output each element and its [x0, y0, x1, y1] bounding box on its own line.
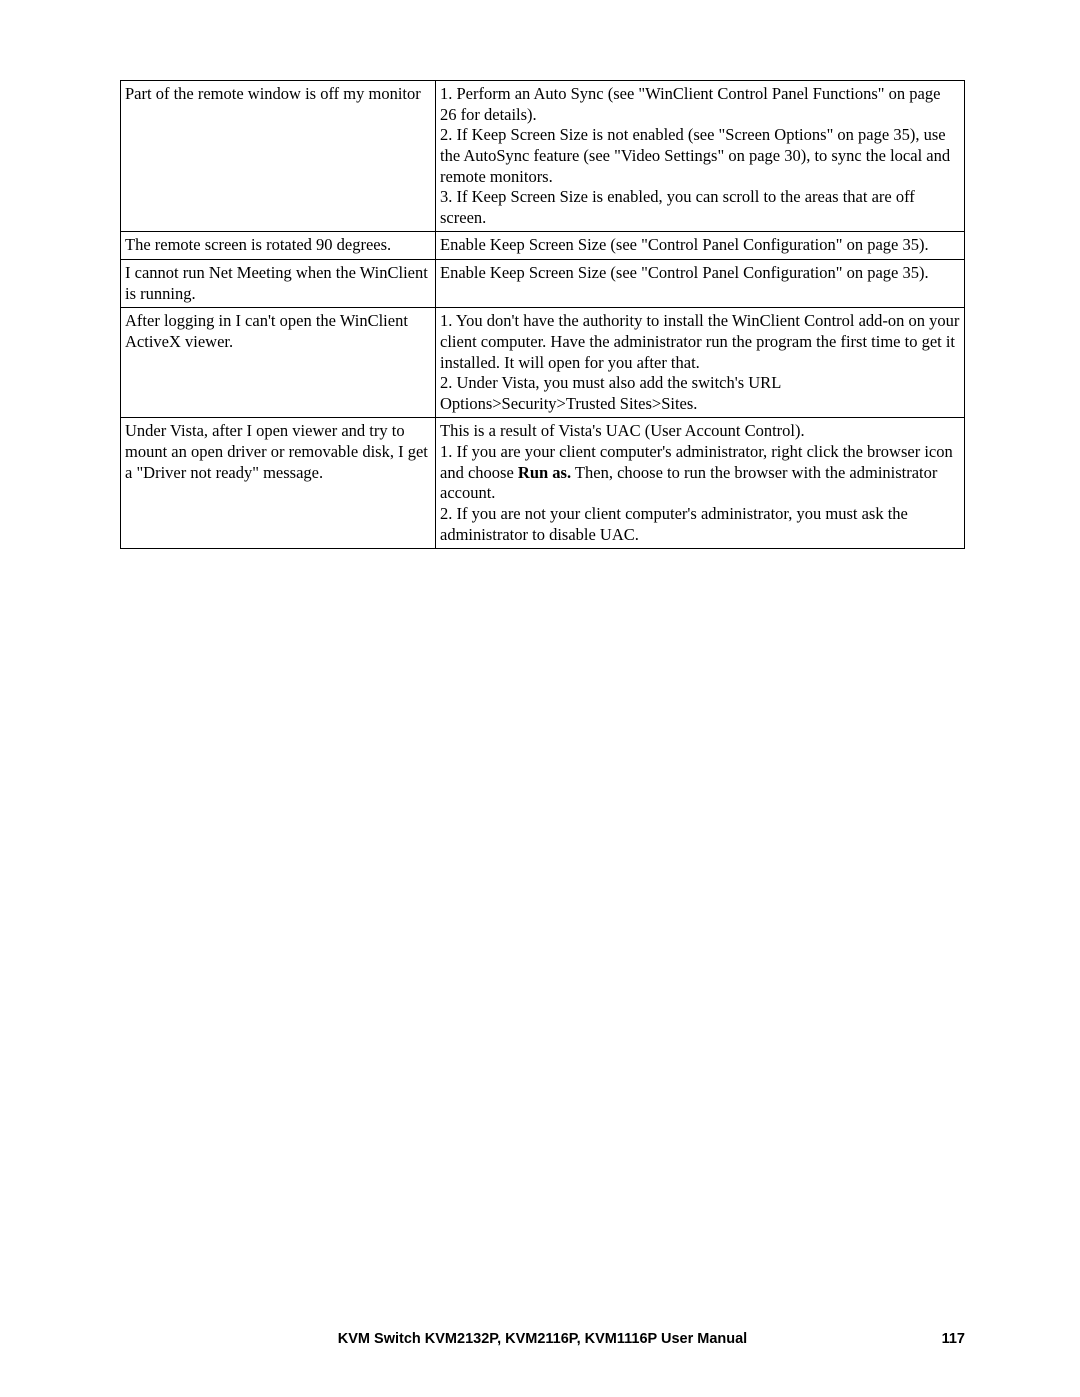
- solution-line: Enable Keep Screen Size (see "Control Pa…: [440, 235, 960, 256]
- solution-line: This is a result of Vista's UAC (User Ac…: [440, 421, 960, 442]
- solution-line: 1. You don't have the authority to insta…: [440, 311, 960, 373]
- solution-line: 1. If you are your client computer's adm…: [440, 442, 960, 504]
- table-row: The remote screen is rotated 90 degrees.…: [121, 232, 965, 260]
- solution-cell: This is a result of Vista's UAC (User Ac…: [436, 418, 965, 549]
- table-body: Part of the remote window is off my moni…: [121, 81, 965, 549]
- footer-title: KVM Switch KVM2132P, KVM2116P, KVM1116P …: [170, 1331, 915, 1347]
- solution-line: 2. If Keep Screen Size is not enabled (s…: [440, 125, 960, 187]
- footer-page-number: 117: [915, 1331, 965, 1347]
- solution-cell: 1. Perform an Auto Sync (see "WinClient …: [436, 81, 965, 232]
- problem-cell: Part of the remote window is off my moni…: [121, 81, 436, 232]
- solution-cell: Enable Keep Screen Size (see "Control Pa…: [436, 260, 965, 308]
- solution-cell: 1. You don't have the authority to insta…: [436, 308, 965, 418]
- page-footer: KVM Switch KVM2132P, KVM2116P, KVM1116P …: [0, 1331, 1080, 1347]
- page-content: Part of the remote window is off my moni…: [0, 0, 1080, 549]
- table-row: Part of the remote window is off my moni…: [121, 81, 965, 232]
- solution-line: Enable Keep Screen Size (see "Control Pa…: [440, 263, 960, 284]
- table-row: I cannot run Net Meeting when the WinCli…: [121, 260, 965, 308]
- problem-cell: I cannot run Net Meeting when the WinCli…: [121, 260, 436, 308]
- problem-cell: The remote screen is rotated 90 degrees.: [121, 232, 436, 260]
- troubleshoot-table: Part of the remote window is off my moni…: [120, 80, 965, 549]
- problem-cell: After logging in I can't open the WinCli…: [121, 308, 436, 418]
- solution-line: 1. Perform an Auto Sync (see "WinClient …: [440, 84, 960, 125]
- table-row: Under Vista, after I open viewer and try…: [121, 418, 965, 549]
- problem-cell: Under Vista, after I open viewer and try…: [121, 418, 436, 549]
- solution-line: 2. Under Vista, you must also add the sw…: [440, 373, 960, 414]
- table-row: After logging in I can't open the WinCli…: [121, 308, 965, 418]
- solution-line: 2. If you are not your client computer's…: [440, 504, 960, 545]
- solution-cell: Enable Keep Screen Size (see "Control Pa…: [436, 232, 965, 260]
- solution-line: 3. If Keep Screen Size is enabled, you c…: [440, 187, 960, 228]
